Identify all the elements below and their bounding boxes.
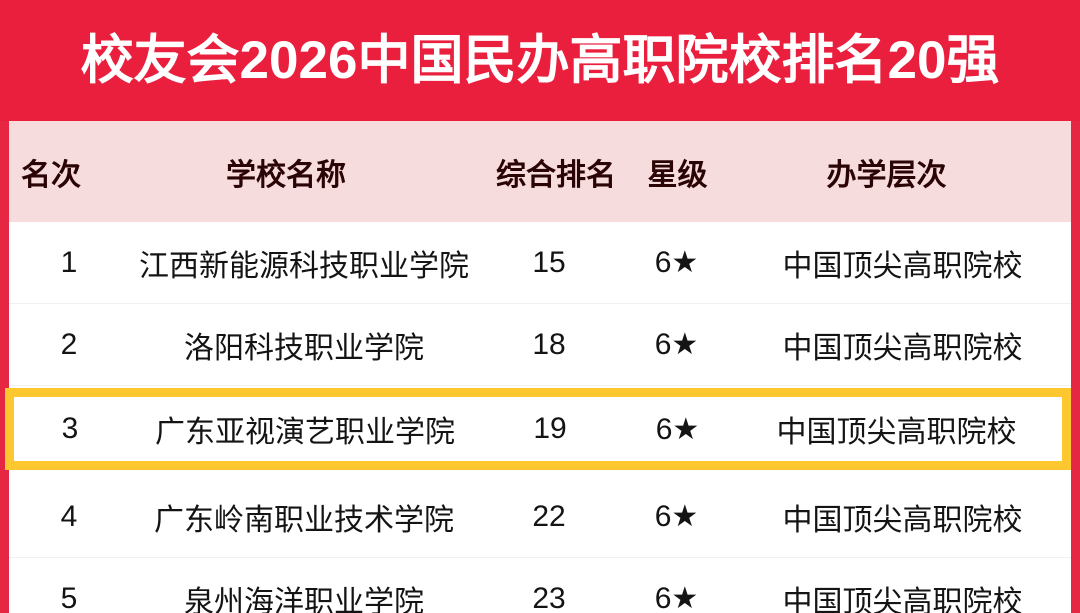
cell-score: 19 — [533, 412, 567, 445]
ranking-table: 名次 学校名称 综合排名 星级 办学层次 1 江西新能源科技职业学院 15 6★… — [9, 121, 1071, 613]
cell-school: 广东岭南职业技术学院 — [154, 503, 454, 537]
cell-score: 15 — [532, 245, 566, 279]
table-header-row: 名次 学校名称 综合排名 星级 办学层次 — [9, 121, 1071, 222]
cell-level: 中国顶尖高职院校 — [782, 503, 1023, 537]
cell-school: 泉州海洋职业学院 — [184, 585, 424, 613]
cell-school: 洛阳科技职业学院 — [184, 331, 424, 365]
cell-stars: 6★ — [655, 412, 700, 446]
table-row[interactable]: 4 广东岭南职业技术学院 22 6★ 中国顶尖高职院校 — [9, 476, 1071, 558]
page-title: 校友会2026中国民办高职院校排名20强 — [80, 31, 1000, 90]
column-header-school: 学校名称 — [226, 158, 346, 192]
cell-school: 江西新能源科技职业学院 — [139, 249, 469, 283]
banner: 校友会2026中国民办高职院校排名20强 — [0, 0, 1080, 121]
right-red-rail — [1071, 121, 1080, 613]
cell-rank: 2 — [60, 327, 78, 361]
cell-score: 22 — [532, 499, 566, 533]
column-header-level: 办学层次 — [826, 158, 947, 192]
cell-score: 18 — [532, 327, 566, 361]
table-row[interactable]: 1 江西新能源科技职业学院 15 6★ 中国顶尖高职院校 — [9, 222, 1071, 304]
column-header-rank: 名次 — [21, 158, 81, 192]
table-row-highlighted[interactable]: 3 广东亚视演艺职业学院 19 6★ 中国顶尖高职院校 — [10, 397, 1058, 461]
cell-score: 23 — [532, 581, 566, 613]
cell-rank: 4 — [60, 499, 78, 533]
column-header-score: 综合排名 — [496, 158, 616, 192]
highlighted-row-outline: 3 广东亚视演艺职业学院 19 6★ 中国顶尖高职院校 — [5, 388, 1071, 470]
left-red-rail — [0, 121, 9, 613]
cell-level: 中国顶尖高职院校 — [782, 585, 1023, 613]
column-header-stars: 星级 — [647, 158, 708, 192]
cell-level: 中国顶尖高职院校 — [782, 331, 1023, 365]
cell-stars: 6★ — [654, 246, 699, 279]
cell-stars: 6★ — [654, 582, 699, 613]
cell-stars: 6★ — [654, 500, 699, 533]
cell-rank: 1 — [60, 245, 78, 279]
cell-school: 广东亚视演艺职业学院 — [155, 416, 455, 449]
cell-level: 中国顶尖高职院校 — [776, 416, 1017, 449]
table-row[interactable]: 5 泉州海洋职业学院 23 6★ 中国顶尖高职院校 — [9, 558, 1071, 613]
cell-rank: 3 — [61, 412, 79, 445]
table-row[interactable]: 2 洛阳科技职业学院 18 6★ 中国顶尖高职院校 — [9, 304, 1071, 386]
cell-stars: 6★ — [654, 328, 699, 361]
cell-level: 中国顶尖高职院校 — [782, 249, 1023, 283]
cell-rank: 5 — [60, 581, 78, 613]
